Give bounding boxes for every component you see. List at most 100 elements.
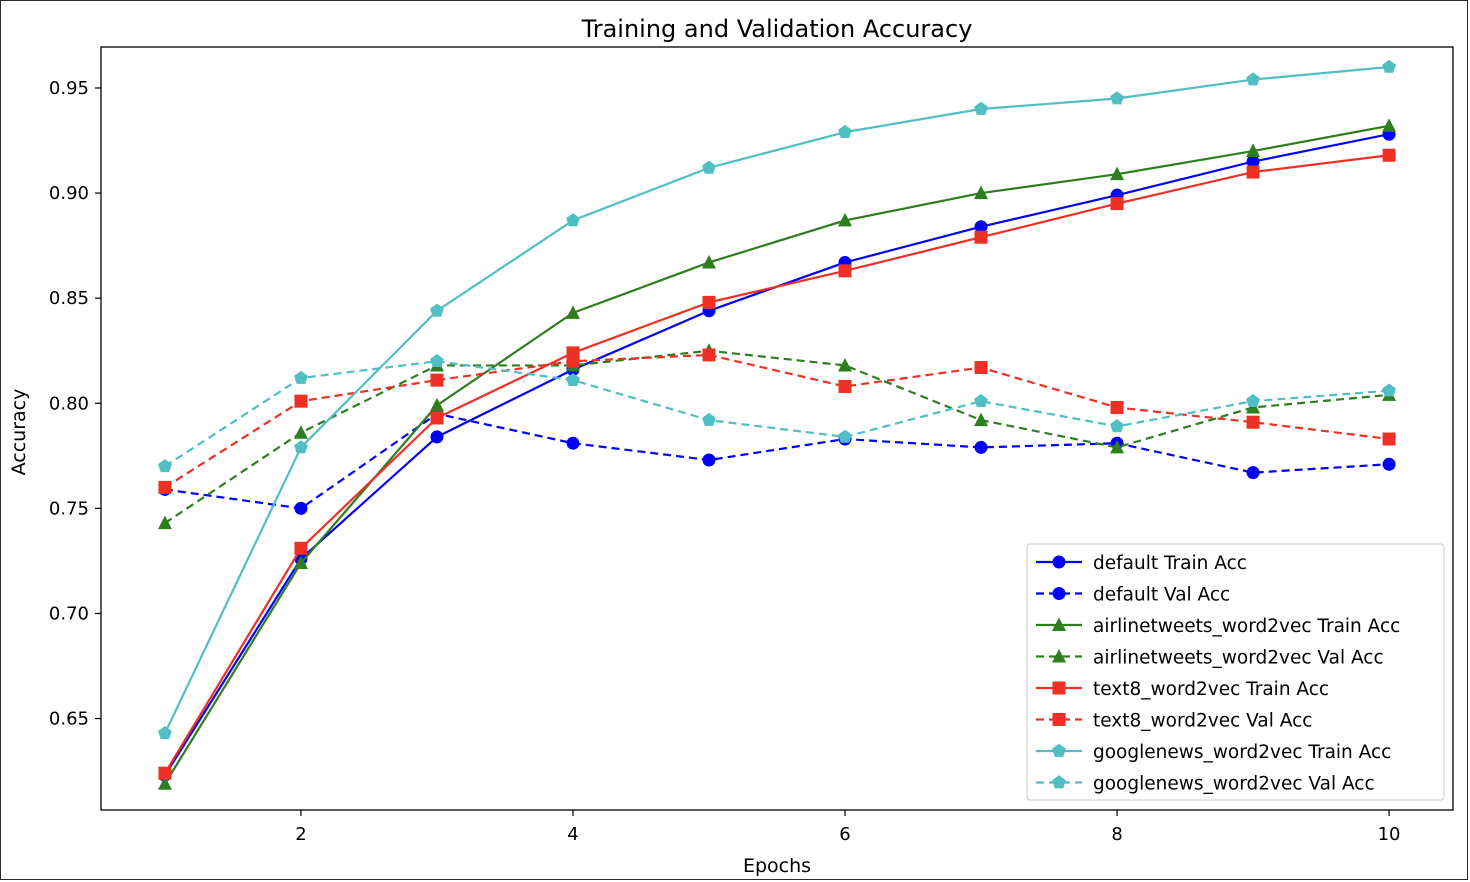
- legend-entry: default Train Acc: [1036, 553, 1247, 574]
- series-line: [164, 349, 1390, 525]
- data-point: [974, 230, 988, 244]
- legend-label: text8_word2vec Train Acc: [1093, 679, 1329, 700]
- axis-ticks: 2 4 6 8 10 0.65 0.70 0.75 0.80 0.85 0.90 0.95: [49, 78, 1401, 845]
- data-point: [1246, 415, 1260, 429]
- data-point: [158, 726, 172, 740]
- data-point: [1110, 439, 1125, 454]
- legend-label: googlenews_word2vec Val Acc: [1093, 774, 1375, 795]
- series-5: [158, 148, 1396, 780]
- legend-marker: [1052, 743, 1066, 757]
- data-point: [838, 212, 853, 227]
- data-point: [702, 412, 716, 426]
- data-point: [1246, 155, 1260, 169]
- data-point: [158, 480, 172, 494]
- series-8: [158, 354, 1396, 473]
- data-point: [702, 160, 716, 174]
- data-point: [158, 459, 172, 473]
- y-tick-label: 0.65: [49, 709, 89, 730]
- data-point: [702, 453, 716, 467]
- data-point: [838, 264, 852, 278]
- data-point: [157, 776, 172, 790]
- y-tick-label: 0.75: [49, 498, 89, 519]
- legend-box: [1026, 543, 1445, 801]
- legend-marker: [1052, 713, 1066, 726]
- data-point: [1382, 118, 1397, 132]
- data-point: [293, 555, 308, 570]
- data-point: [838, 124, 852, 138]
- x-axis-label: Epochs: [743, 855, 811, 877]
- data-point: [974, 185, 989, 200]
- data-point: [430, 411, 444, 425]
- x-tick-label: 8: [1111, 824, 1122, 845]
- data-point: [430, 373, 444, 387]
- x-tick-label: 6: [839, 824, 850, 845]
- data-point: [1246, 72, 1260, 86]
- data-point: [1382, 457, 1396, 471]
- legend-marker: [1052, 587, 1066, 600]
- series-line: [163, 65, 1390, 734]
- data-point: [566, 436, 580, 450]
- x-tick-label: 2: [295, 824, 306, 845]
- y-tick-label: 0.85: [49, 288, 89, 309]
- legend-entry: airlinetweets_word2vec Train Acc: [1036, 616, 1400, 637]
- data-point: [974, 361, 988, 375]
- data-point: [565, 305, 580, 319]
- legend-entry: text8_word2vec Val Acc: [1036, 711, 1312, 732]
- data-point: [294, 541, 308, 555]
- legend-label: default Val Acc: [1093, 585, 1230, 606]
- y-tick-label: 0.70: [49, 603, 89, 624]
- data-point: [294, 394, 308, 408]
- data-point: [974, 101, 988, 115]
- data-point: [701, 254, 716, 269]
- legend-entry: text8_word2vec Train Acc: [1036, 679, 1329, 700]
- chart-title: Training and Validation Accuracy: [581, 15, 973, 43]
- legend-marker: [1052, 617, 1066, 631]
- data-point: [1110, 197, 1124, 211]
- legend-entry: googlenews_word2vec Train Acc: [1036, 742, 1391, 763]
- legend-entry: airlinetweets_word2vec Val Acc: [1036, 648, 1384, 669]
- data-point: [974, 412, 989, 427]
- series-line: [164, 353, 1390, 489]
- series-6: [158, 348, 1396, 494]
- data-point: [974, 393, 988, 407]
- data-point: [294, 501, 308, 515]
- y-axis-label: Accuracy: [8, 389, 30, 476]
- y-tick-label: 0.90: [49, 183, 89, 204]
- series-7: [158, 59, 1396, 740]
- data-point: [1382, 432, 1396, 446]
- data-point: [974, 220, 988, 234]
- data-point: [702, 348, 716, 362]
- data-point: [158, 766, 172, 780]
- legend-marker: [1052, 555, 1066, 569]
- data-point: [838, 429, 852, 443]
- y-tick-label: 0.80: [49, 393, 89, 414]
- plot-area: [157, 59, 1397, 790]
- series-line: [164, 412, 1390, 510]
- legend-entry: default Val Acc: [1036, 585, 1230, 606]
- data-point: [1110, 166, 1125, 181]
- data-point: [702, 295, 716, 309]
- data-point: [157, 515, 172, 530]
- legend-entry: googlenews_word2vec Val Acc: [1036, 774, 1375, 795]
- data-point: [294, 370, 308, 384]
- legend-label: googlenews_word2vec Train Acc: [1093, 742, 1391, 763]
- legend-marker: [1052, 775, 1066, 789]
- data-point: [1110, 419, 1124, 433]
- legend-marker: [1052, 649, 1066, 663]
- data-point: [430, 354, 444, 368]
- data-point: [1246, 466, 1260, 480]
- data-point: [430, 303, 444, 317]
- data-point: [294, 440, 308, 454]
- series-line: [163, 154, 1390, 774]
- legend-marker: [1052, 681, 1066, 695]
- data-point: [838, 357, 853, 372]
- data-point: [430, 430, 444, 444]
- data-point: [1246, 143, 1261, 158]
- legend-label: text8_word2vec Val Acc: [1093, 711, 1312, 732]
- data-point: [566, 372, 580, 386]
- data-point: [566, 354, 580, 368]
- legend-label: default Train Acc: [1093, 553, 1247, 574]
- legend: default Train Acc default Val Acc airlinet…: [1026, 543, 1445, 801]
- data-point: [1246, 393, 1260, 407]
